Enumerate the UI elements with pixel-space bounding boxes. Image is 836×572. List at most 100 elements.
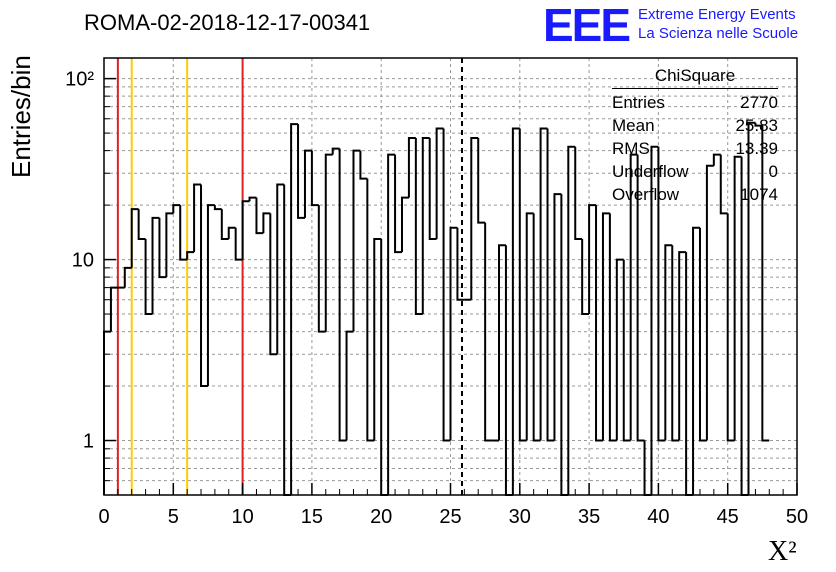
histogram-bin [234,227,243,261]
stats-label: Underflow [612,162,689,181]
stats-label: RMS [612,139,650,158]
histogram-bin [726,213,735,442]
histogram-bin [317,205,326,333]
stats-row: Underflow 0 [612,160,778,183]
histogram-bin [151,216,160,315]
histogram-bin [511,127,520,495]
histogram-bin [109,286,118,332]
histogram-bin [456,227,465,301]
histogram-bin [103,330,111,495]
histogram-bin [719,154,728,215]
histogram-bin [345,330,354,441]
histogram-bin [553,193,562,441]
histogram-bin [733,155,742,441]
histogram-bin [331,147,340,155]
y-tick-label: 10 [72,250,94,272]
histogram-bin [193,183,202,253]
histogram-bin [546,128,555,442]
logo-line-1: Extreme Energy Events [638,6,796,23]
histogram-bin [241,200,250,260]
histogram-bin [671,245,680,442]
stats-row: Overflow 1074 [612,183,778,206]
histogram-bin [324,153,333,332]
histogram-bin [352,149,361,332]
stats-box: ChiSquare Entries 2770 Mean 25.83 RMS 13.39… [612,66,778,206]
histogram-bin [123,266,132,288]
stats-label: Overflow [612,185,680,204]
stats-value: 13.39 [735,139,778,158]
histogram-bin [692,226,700,495]
histogram-bin [366,178,375,442]
histogram-bin [484,222,493,442]
histogram-bin [165,212,174,278]
histogram-bin [213,205,222,211]
x-tick-label: 15 [301,506,323,528]
histogram-bin [560,194,569,496]
y-tick-label: 1 [83,431,94,453]
histogram-bin [650,145,659,495]
stats-row: Entries 2770 [612,91,778,114]
histogram-bin [248,196,257,202]
histogram-bin [567,145,576,495]
histogram-bin [338,148,347,442]
histogram-bin [421,136,430,315]
histogram-bin [290,123,299,495]
histogram-bin [297,124,305,219]
histogram-bin [664,244,673,441]
histogram-bin [629,153,638,441]
histogram-bin [698,227,707,442]
histogram-bin [137,209,146,240]
x-tick-label: 0 [98,506,109,528]
x-tick-label: 10 [231,506,253,528]
stats-row: Mean 25.83 [612,114,778,137]
logo-line-2: La Scienza nelle Scuole [638,25,799,42]
stats-row: RMS 13.39 [612,137,778,160]
histogram-bin [532,213,541,442]
histogram-bin [255,197,264,235]
histogram-bin [394,154,402,254]
histogram-bin [206,204,215,387]
histogram-bin [227,226,236,239]
histogram-bin [518,128,527,442]
stats-value: 1074 [740,185,778,204]
histogram-bin [740,156,749,496]
histogram-bin [477,137,486,224]
stats-value: 25.83 [735,116,778,135]
histogram-bin [705,164,714,441]
histogram-bin [442,128,451,442]
histogram-bin [428,137,437,240]
histogram-bin [657,146,666,442]
histogram-bin [525,212,534,441]
x-tick-label: 35 [578,506,600,528]
histogram-bin [470,136,479,300]
histogram-bin [373,237,382,441]
histogram-bin [414,137,423,316]
x-axis-label: X² [768,536,797,567]
histogram-bin [761,125,770,442]
histogram-bin [200,184,208,388]
histogram-bin [144,238,153,316]
histogram-bin [407,136,416,198]
histogram-bin [498,244,506,441]
y-axis-label: Entries/bin [6,55,36,178]
stats-label: Entries [612,93,665,112]
x-tick-label: 50 [786,506,808,528]
stats-label: Mean [612,116,655,135]
histogram-bin [615,258,624,441]
stats-value: 2770 [740,93,778,112]
stats-title: ChiSquare [612,66,778,89]
y-tick-label: 10² [65,69,94,91]
histogram-bin [449,226,458,441]
histogram-bin [303,149,312,218]
histogram-bin [504,245,513,496]
histogram-bin [595,205,603,442]
histogram-bin [186,251,195,260]
histogram-bin [400,196,409,253]
histogram-bin [269,213,278,356]
histogram-bin [310,150,319,207]
histogram-bin [387,153,396,495]
histogram-bin [262,212,271,234]
histogram-bin [179,205,188,261]
x-tick-label: 40 [647,506,669,528]
